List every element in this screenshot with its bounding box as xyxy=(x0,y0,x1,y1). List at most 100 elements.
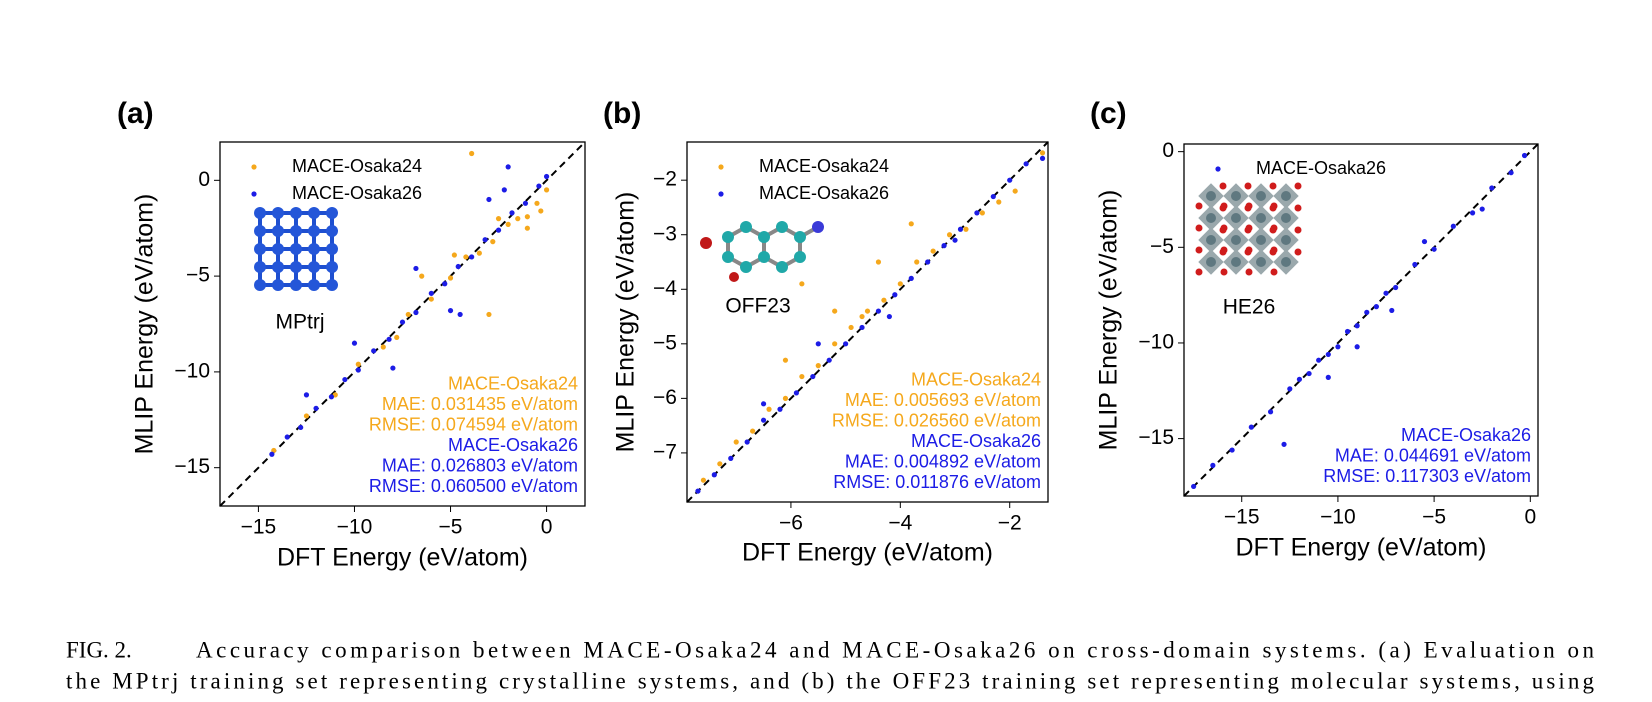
point xyxy=(524,214,530,220)
inset-atom xyxy=(308,261,320,273)
point xyxy=(328,394,335,400)
y-tick-label: −7 xyxy=(653,440,677,463)
point xyxy=(413,265,419,272)
point xyxy=(1325,351,1331,358)
legend-marker xyxy=(1215,166,1221,172)
inset-atom xyxy=(1231,213,1241,223)
inset-atom xyxy=(326,243,338,255)
stats-annotation: RMSE: 0.074594 eV/atom xyxy=(369,414,578,434)
inset-atom xyxy=(1231,235,1241,245)
inset-structure xyxy=(700,221,824,282)
inset-atom xyxy=(308,243,320,255)
inset-atom xyxy=(1219,182,1227,190)
x-axis-label: DFT Energy (eV/atom) xyxy=(1235,534,1486,562)
point xyxy=(695,488,701,494)
inset-atom xyxy=(308,225,320,237)
point xyxy=(1421,238,1428,245)
inset-atom xyxy=(326,225,338,237)
x-tick-label: −6 xyxy=(779,512,803,535)
inset-atom xyxy=(272,261,284,273)
y-axis-label: MLIP Energy (eV/atom) xyxy=(612,192,640,453)
legend-label: MACE-Osaka26 xyxy=(292,183,422,203)
inset-atom xyxy=(1231,257,1241,267)
legend-marker xyxy=(251,191,257,197)
point xyxy=(351,340,358,346)
point xyxy=(974,210,980,216)
stats-annotation: MACE-Osaka26 xyxy=(1401,425,1531,445)
inset-atom xyxy=(1220,268,1228,276)
plot-frame xyxy=(686,141,1049,503)
point xyxy=(303,413,310,419)
point xyxy=(859,313,865,320)
point xyxy=(1012,188,1018,194)
point xyxy=(875,259,882,265)
inset-structure xyxy=(254,207,338,291)
point xyxy=(996,199,1002,205)
inset-atom xyxy=(1270,224,1278,232)
inset-atom xyxy=(1195,246,1203,254)
point xyxy=(1508,170,1514,176)
inset-atom xyxy=(1281,235,1291,245)
inset-atom xyxy=(1220,202,1228,210)
point xyxy=(1373,304,1379,310)
legend-marker xyxy=(718,191,724,197)
inset-atom xyxy=(812,221,824,233)
point xyxy=(957,226,964,232)
legend-label: MACE-Osaka26 xyxy=(759,183,889,203)
inset-atom xyxy=(290,243,302,255)
inset-atom xyxy=(700,237,712,249)
point xyxy=(501,187,507,193)
stats-annotation: MAE: 0.026803 eV/atom xyxy=(382,455,578,475)
point xyxy=(1007,177,1013,183)
stats-annotation: RMSE: 0.026560 eV/atom xyxy=(832,410,1041,430)
inset-atom xyxy=(1195,268,1203,276)
point xyxy=(886,313,892,320)
point xyxy=(390,365,396,371)
inset-atom xyxy=(1294,248,1302,256)
inset-atom xyxy=(1195,202,1203,210)
point xyxy=(963,226,969,232)
point xyxy=(413,309,419,316)
y-tick-label: −10 xyxy=(1138,331,1174,354)
inset-atom xyxy=(1206,213,1216,223)
point xyxy=(832,308,838,314)
inset-atom xyxy=(794,251,806,263)
point xyxy=(826,357,832,363)
point xyxy=(799,373,805,380)
point xyxy=(543,187,550,193)
inset-atom xyxy=(722,231,734,243)
point xyxy=(442,281,448,287)
point xyxy=(1364,309,1370,315)
plot-frame xyxy=(1183,143,1539,497)
point xyxy=(728,455,734,461)
inset-atom xyxy=(1244,182,1252,190)
point xyxy=(543,173,550,180)
point xyxy=(482,237,488,243)
inset-atom xyxy=(326,261,338,273)
inset-structure xyxy=(1195,182,1302,276)
point xyxy=(486,196,492,203)
stats-annotation: MACE-Osaka26 xyxy=(911,431,1041,451)
inset-atom xyxy=(1256,191,1266,201)
point xyxy=(1354,344,1360,350)
inset-atom xyxy=(1294,226,1302,234)
point xyxy=(782,395,789,401)
inset-atom xyxy=(308,207,320,219)
caption-line: Accuracy comparison between MACE-Osaka24… xyxy=(196,637,1595,662)
y-tick-label: −5 xyxy=(1150,235,1174,258)
inset-atom xyxy=(740,261,752,273)
stats-annotation: RMSE: 0.117303 eV/atom xyxy=(1323,466,1531,486)
inset-atom xyxy=(272,225,284,237)
point xyxy=(457,311,463,318)
point xyxy=(1389,307,1395,314)
point xyxy=(711,472,717,478)
inset-atom xyxy=(272,207,284,219)
point xyxy=(451,252,457,258)
inset-atom xyxy=(1245,202,1253,210)
inset-atom xyxy=(254,243,266,255)
point xyxy=(386,336,392,342)
point xyxy=(733,439,739,445)
y-tick-label: 0 xyxy=(1162,139,1174,162)
point xyxy=(1489,185,1495,191)
panel: (c) −15 −10 −5 0 −15 −10 −5 0 DFT Energy (eV/atom… xyxy=(1090,97,1539,562)
